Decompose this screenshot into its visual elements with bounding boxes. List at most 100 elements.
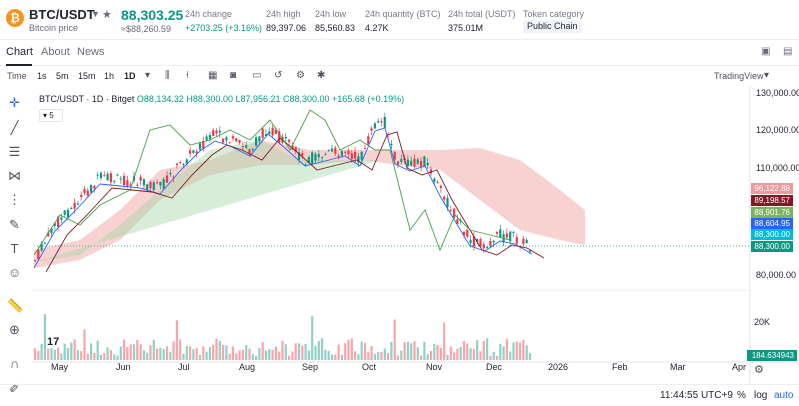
stat-24h-high-value: 89,397.06 (266, 23, 307, 33)
volume-bar (426, 354, 429, 360)
candle-body (165, 175, 169, 183)
zoom-in-icon[interactable]: ⊕ (9, 322, 20, 337)
fullscreen-icon[interactable]: ▤ (783, 46, 793, 57)
candle-body (390, 144, 393, 146)
candle-body (472, 236, 475, 247)
time-label[interactable]: Time (7, 71, 27, 81)
candle-body (373, 123, 376, 129)
indicator-toggle[interactable]: ▾ 5 (39, 109, 63, 122)
volume-bar (495, 355, 499, 360)
ruler-icon[interactable]: 📏 (7, 298, 24, 313)
layout-icon[interactable]: ▭ (252, 70, 262, 81)
symbol-title[interactable]: BTC/USDT (29, 7, 95, 22)
volume-bar (235, 353, 238, 360)
interval-dropdown-icon[interactable]: ▾ (145, 70, 151, 81)
candle-body (53, 223, 56, 226)
chart-view-select[interactable]: TradingView (714, 71, 764, 81)
candle-body (113, 181, 116, 183)
chevron-down-icon[interactable]: ▾ (764, 70, 770, 81)
candle-body (324, 154, 327, 156)
candle-body (528, 250, 532, 252)
x-tick: Sep (302, 362, 319, 372)
volume-bar (50, 347, 53, 360)
camera-icon[interactable]: ◙ (230, 70, 237, 81)
volume-bar (251, 354, 254, 360)
tab-news[interactable]: News (77, 46, 105, 58)
horizontal-lines-icon[interactable]: ☰ (8, 144, 21, 159)
pattern-icon[interactable]: ⋈ (8, 168, 21, 183)
candle-body (499, 229, 502, 238)
star-icon[interactable]: ★ (102, 9, 112, 21)
volume-bar (96, 340, 99, 360)
undo-icon[interactable]: ↺ (274, 70, 283, 81)
price-axis[interactable]: 130,000.00 120,000.00 110,000.00 80,000.… (750, 86, 799, 366)
candle-body (433, 178, 436, 182)
candle-body (99, 172, 103, 179)
candle-body (334, 147, 337, 154)
volume-bar (162, 348, 165, 360)
volume-bar (456, 348, 459, 360)
candle-body (350, 153, 353, 160)
candle-body (241, 145, 244, 147)
candle-body (106, 173, 109, 181)
legend-ohlc: O88,134.32 H88,300.00 L87,956.21 C88,300… (136, 94, 405, 104)
candle-body (462, 231, 466, 236)
volume-bar (443, 322, 446, 360)
volume-bar (198, 355, 202, 360)
volume-bar (241, 349, 244, 360)
volume-bar (73, 339, 76, 360)
candle-body (195, 151, 198, 154)
candle-icon[interactable]: ⍿ (186, 70, 189, 81)
trend-line-icon[interactable]: ╱ (10, 120, 19, 135)
magnet-icon[interactable]: ∩ (9, 356, 20, 371)
x-tick: Nov (426, 362, 443, 372)
brush-icon[interactable]: ✎ (9, 217, 20, 232)
candle-body (271, 127, 274, 136)
fib-icon[interactable]: ⋮ (8, 192, 21, 207)
candle-body (129, 184, 132, 187)
volume-bar (116, 355, 119, 360)
settings-icon[interactable]: ⚙ (296, 70, 305, 81)
lock-draw-icon[interactable]: ✐ (9, 381, 20, 396)
volume-bar (330, 354, 334, 360)
candle-body (261, 128, 264, 138)
crosshair-icon[interactable]: ✛ (9, 95, 20, 110)
volume-bar (202, 346, 205, 360)
candle-body (162, 179, 165, 189)
interval-1d[interactable]: 1D (124, 71, 136, 81)
bar-type-icon[interactable]: ⫼ (165, 70, 170, 81)
candle-body (370, 128, 373, 131)
axis-settings-icon[interactable]: ⚙ (754, 364, 764, 376)
candle-body (248, 149, 251, 155)
candle-body (297, 152, 301, 160)
volume-bar (429, 350, 433, 360)
percent-toggle[interactable]: % (737, 390, 746, 401)
candle-body (284, 136, 287, 139)
emoji-icon[interactable]: ☺ (7, 265, 22, 280)
clock[interactable]: 11:44:55 UTC+9 (660, 390, 733, 401)
text-icon[interactable]: T (10, 241, 19, 256)
volume-bar (274, 346, 277, 360)
y-tick: 80,000.00 (756, 270, 797, 280)
candle-body (307, 157, 310, 163)
tab-chart[interactable]: Chart (6, 46, 33, 58)
volume-bar (327, 351, 330, 360)
candle-body (43, 242, 46, 244)
interval-5m[interactable]: 5m (56, 71, 69, 81)
interval-1h[interactable]: 1h (104, 71, 115, 81)
interval-1s[interactable]: 1s (37, 71, 47, 81)
log-toggle[interactable]: log (754, 390, 768, 401)
candle-body (149, 181, 152, 189)
auto-toggle[interactable]: auto (774, 390, 794, 401)
candle-body (258, 136, 261, 142)
gear-icon[interactable]: ✱ (317, 70, 326, 81)
save-icon[interactable]: ▣ (761, 46, 771, 57)
indicators-icon[interactable]: ▦ (208, 70, 218, 81)
token-category-badge[interactable]: Public Chain (523, 20, 582, 33)
time-axis[interactable]: May Jun Jul Aug Sep Oct Nov Dec 2026 Feb… (32, 362, 750, 376)
interval-15m[interactable]: 15m (78, 71, 96, 81)
chevron-down-icon[interactable]: ▼ (91, 9, 100, 19)
volume-bar (212, 344, 215, 360)
tab-about[interactable]: About (41, 46, 70, 58)
